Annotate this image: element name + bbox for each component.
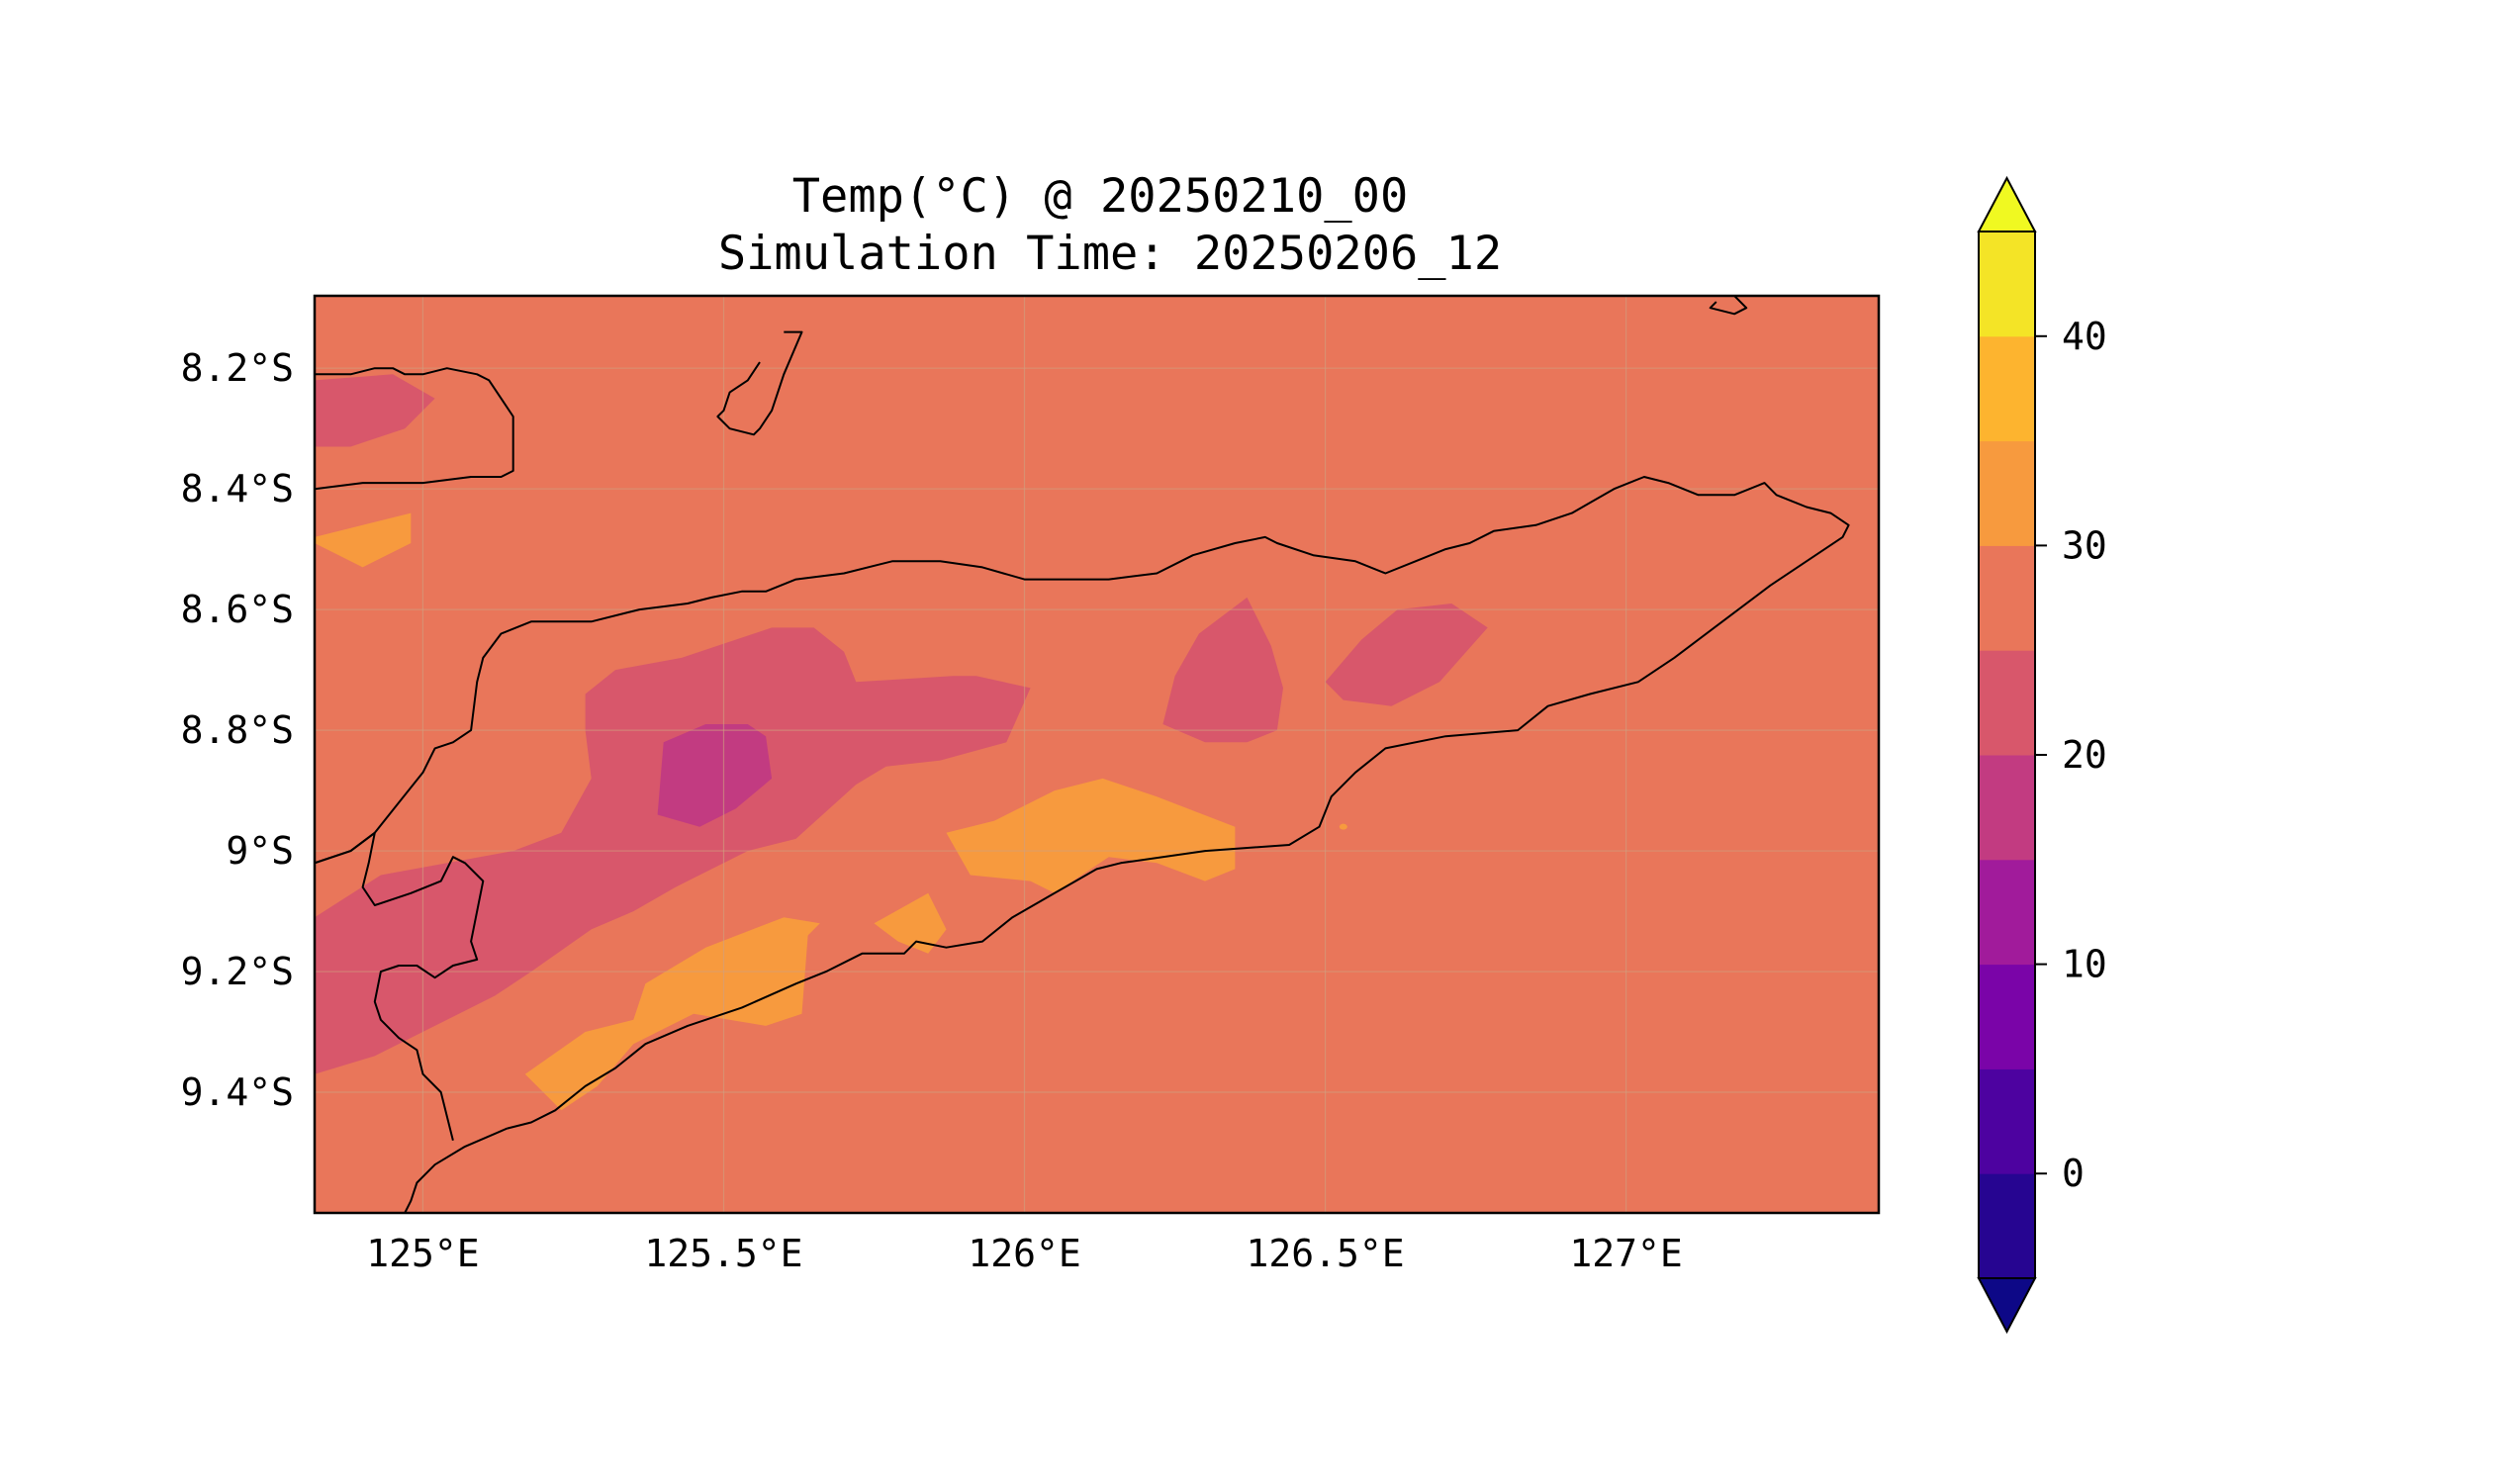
colorbar-segment — [1979, 232, 2035, 337]
colorbar-extend-max — [1977, 175, 2037, 232]
y-tick-label: 8.2°S — [181, 346, 294, 390]
gridlines — [315, 296, 1879, 1213]
y-tick-label: 9.4°S — [181, 1070, 294, 1114]
colorbar-segment — [1979, 1173, 2035, 1279]
colorbar-tick-label: 40 — [2062, 315, 2107, 358]
coastlines — [315, 296, 1850, 1213]
contour-20-25-east-b — [1325, 603, 1488, 706]
contour-30-35-south-a — [524, 917, 820, 1111]
coastline-west-border — [404, 1127, 508, 1213]
colorbar-extend-min — [1977, 1277, 2037, 1335]
colorbar-segment — [1979, 859, 2035, 966]
contour-15-20-central — [657, 724, 773, 827]
x-tick-label: 126.5°E — [1246, 1232, 1404, 1275]
y-tick-label: 8.8°S — [181, 708, 294, 752]
map-frame — [313, 294, 1881, 1215]
colorbar-segment — [1979, 755, 2035, 861]
y-tick-label: 8.4°S — [181, 467, 294, 510]
chart-title: Temp(°C) @ 20250210_00 — [792, 169, 1409, 224]
colorbar-segment — [1979, 964, 2035, 1069]
x-tick-label: 126°E — [968, 1232, 1080, 1275]
x-tick-label: 125.5°E — [644, 1232, 802, 1275]
colorbar-tick-label: 10 — [2062, 943, 2107, 986]
x-axis: 125°E 125.5°E 126°E 126.5°E 127°E — [366, 1232, 1683, 1275]
colorbar-segment — [1979, 650, 2035, 756]
contour-20-25-nw — [315, 374, 435, 447]
colorbar-segment — [1979, 1068, 2035, 1174]
contour-30-35-west — [315, 512, 412, 568]
x-tick-label: 125°E — [366, 1232, 479, 1275]
y-tick-label: 9.2°S — [181, 950, 294, 993]
contour-30-35-dot — [1339, 823, 1347, 830]
y-axis: 8.2°S 8.4°S 8.6°S 8.8°S 9°S 9.2°S 9.4°S — [181, 346, 294, 1114]
colorbar-segment — [1979, 545, 2035, 651]
contour-20-25-east-a — [1162, 597, 1283, 743]
x-tick-label: 127°E — [1569, 1232, 1682, 1275]
map-area — [313, 294, 1881, 1215]
coastline-atauro — [716, 330, 803, 436]
coastline-oecusse — [315, 831, 485, 1142]
colorbar-tick-label: 30 — [2062, 523, 2107, 567]
colorbar-tick-label: 20 — [2062, 733, 2107, 777]
y-tick-label: 8.6°S — [181, 588, 294, 631]
colorbar-segment — [1979, 440, 2035, 546]
coastline-wetar — [1709, 296, 1748, 316]
colorbar-tick-label: 0 — [2062, 1152, 2085, 1195]
colorbar-segment — [1979, 335, 2035, 442]
y-tick-label: 9°S — [226, 829, 294, 873]
coastline-alor-south — [315, 367, 514, 491]
contour-30-35-south-c — [946, 778, 1236, 893]
coastline-main-north — [315, 476, 1850, 1130]
chart-subtitle: Simulation Time: 20250206_12 — [718, 227, 1502, 281]
colorbar: 0 10 20 30 40 — [1977, 175, 2107, 1335]
contour-30-35-south-b — [874, 892, 947, 954]
